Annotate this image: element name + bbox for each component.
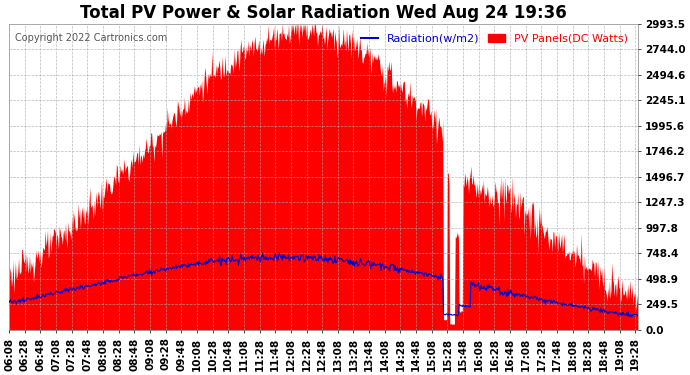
Title: Total PV Power & Solar Radiation Wed Aug 24 19:36: Total PV Power & Solar Radiation Wed Aug… [80,4,566,22]
Legend: Radiation(w/m2), PV Panels(DC Watts): Radiation(w/m2), PV Panels(DC Watts) [357,29,632,48]
Text: Copyright 2022 Cartronics.com: Copyright 2022 Cartronics.com [15,33,168,43]
